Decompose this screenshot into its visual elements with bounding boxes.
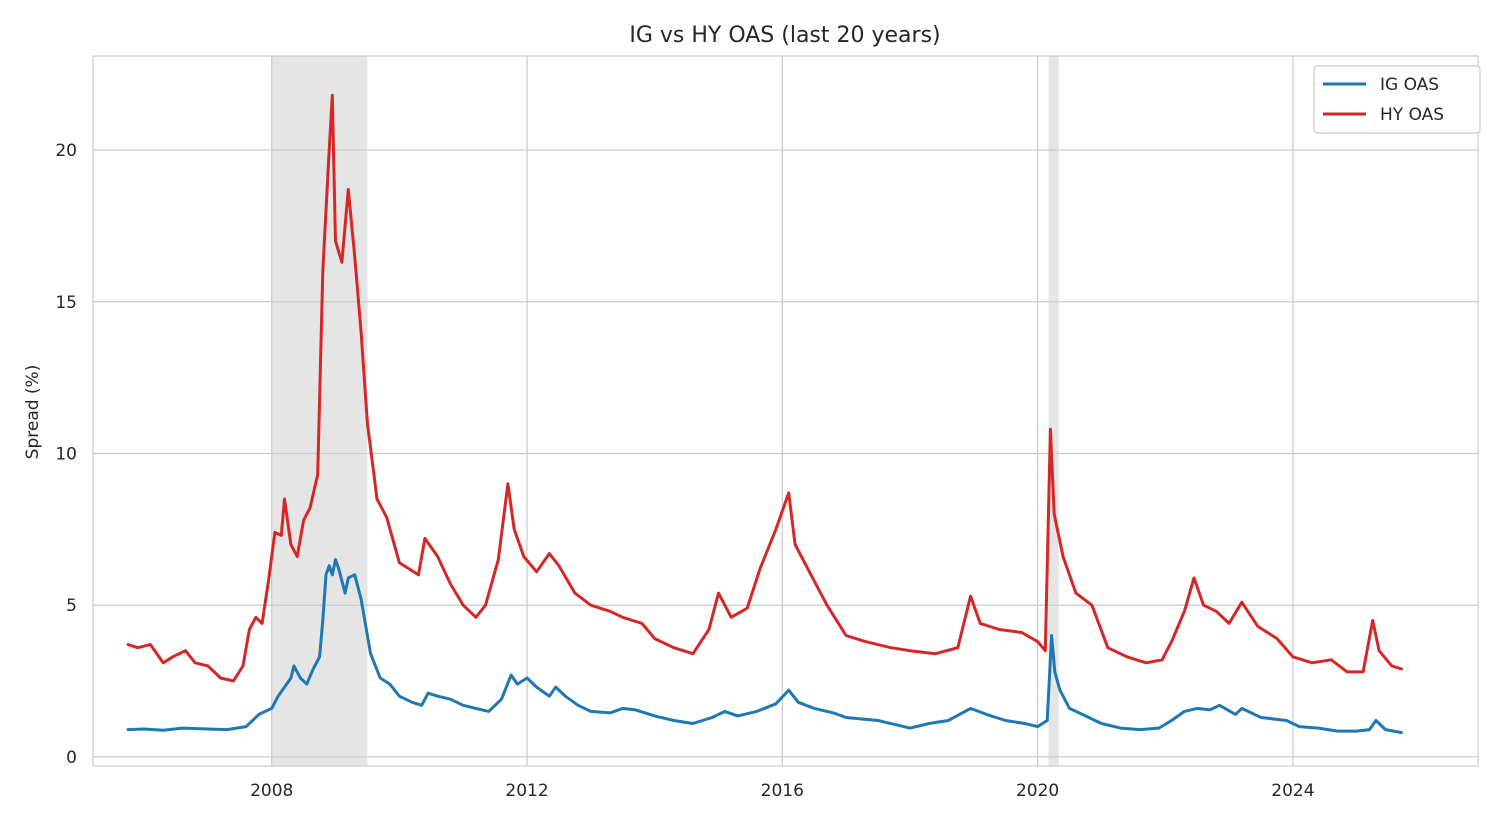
plot-frame <box>92 55 1479 767</box>
tick-labels: 2008 2012 2016 2020 2024 0 5 10 15 20 <box>55 141 1314 801</box>
series-line-hy-oas <box>126 93 1403 683</box>
chart-title: IG vs HY OAS (last 20 years) <box>629 23 940 48</box>
y-tick-label-5: 5 <box>66 596 77 616</box>
shaded-period-1 <box>1048 56 1059 766</box>
x-tick-label-2012: 2012 <box>505 781 548 801</box>
y-tick-label-10: 10 <box>55 444 77 464</box>
series-line-ig-oas <box>126 558 1403 735</box>
y-tick-label-0: 0 <box>66 748 77 768</box>
legend-label-hy: HY OAS <box>1380 105 1444 125</box>
series-lines <box>126 93 1403 735</box>
x-tick-label-2024: 2024 <box>1271 781 1314 801</box>
y-axis-title: Spread (%) <box>23 365 43 460</box>
legend: IG OAS HY OAS <box>1313 65 1481 134</box>
y-tick-label-20: 20 <box>55 141 77 161</box>
x-tick-label-2008: 2008 <box>250 781 293 801</box>
x-tick-label-2016: 2016 <box>761 781 804 801</box>
grid <box>93 56 1478 766</box>
y-tick-label-15: 15 <box>55 293 77 313</box>
x-tick-label-2020: 2020 <box>1016 781 1059 801</box>
legend-label-ig: IG OAS <box>1380 75 1439 95</box>
